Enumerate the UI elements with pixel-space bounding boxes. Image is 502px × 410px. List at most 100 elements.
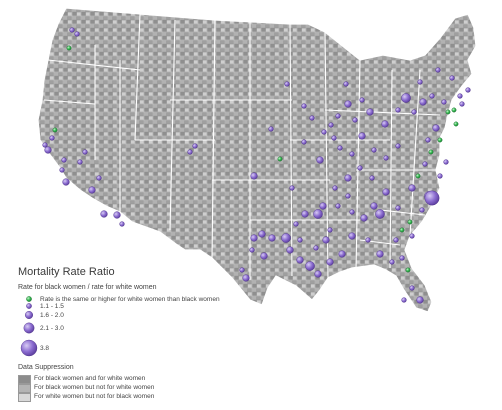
map-bubble-purple — [411, 109, 417, 115]
map-bubble-purple — [393, 237, 399, 243]
map-bubble-purple — [316, 156, 324, 164]
legend-label: 1.6 - 2.0 — [40, 312, 64, 319]
legend-symbol-same-or-higher — [26, 296, 32, 302]
map-bubble-purple — [113, 211, 121, 219]
map-bubble-purple — [449, 75, 455, 81]
map-bubble-purple — [327, 227, 333, 233]
map-bubble-purple — [335, 113, 341, 119]
map-bubble-purple — [417, 79, 423, 85]
map-bubble-purple — [322, 236, 330, 244]
map-bubble-purple — [352, 117, 358, 123]
map-bubble-purple — [258, 230, 266, 238]
map-bubble-purple — [371, 147, 377, 153]
map-bubble-green — [451, 107, 457, 113]
map-bubble-purple — [382, 188, 390, 196]
map-bubble-purple — [293, 221, 299, 227]
map-bubble-purple — [357, 165, 363, 171]
bubble-layer — [42, 27, 471, 304]
legend-symbol-1-6-to-2-0 — [25, 311, 34, 320]
map-bubble-green — [405, 267, 411, 273]
suppression-swatch — [18, 384, 31, 393]
map-bubble-purple — [192, 143, 198, 149]
map-bubble-purple — [416, 296, 424, 304]
suppression-swatch — [18, 375, 31, 384]
map-bubble-purple — [359, 97, 365, 103]
map-bubble-purple — [459, 101, 465, 107]
map-bubble-purple — [343, 81, 349, 87]
map-bubble-purple — [437, 173, 443, 179]
map-bubble-purple — [74, 31, 80, 37]
map-bubble-purple — [301, 103, 307, 109]
map-bubble-purple — [44, 146, 52, 154]
suppression-title: Data Suppression — [18, 364, 74, 371]
map-bubble-purple — [88, 186, 96, 194]
map-bubble-purple — [82, 149, 88, 155]
suppression-label: For white women but not for black women — [34, 393, 155, 400]
map-bubble-purple — [408, 184, 416, 192]
legend-label: 2.1 - 3.0 — [40, 325, 64, 332]
map-bubble-purple — [349, 151, 355, 157]
map-bubble-purple — [395, 107, 401, 113]
legend-label: 3.8 — [40, 345, 50, 352]
map-bubble-purple — [383, 155, 389, 161]
map-bubble-purple — [457, 93, 463, 99]
map-bubble-purple — [250, 172, 258, 180]
map-bubble-purple — [369, 175, 375, 181]
map-bubble-purple — [335, 203, 341, 209]
map-bubble-green — [453, 121, 459, 127]
map-bubble-purple — [77, 159, 83, 165]
map-bubble-purple — [296, 256, 304, 264]
map-bubble-purple — [401, 297, 407, 303]
map-bubble-purple — [370, 202, 378, 210]
legend-symbol-2-1-to-3-0 — [23, 322, 35, 334]
map-bubble-purple — [268, 234, 276, 242]
map-bubble-purple — [309, 115, 315, 121]
map-bubble-green — [52, 127, 58, 133]
legend-symbol-1-1-to-1-5 — [26, 303, 32, 309]
legend-title: Mortality Rate Ratio — [18, 266, 115, 278]
map-bubble-purple — [409, 285, 415, 291]
map-bubble-purple — [376, 250, 384, 258]
map-bubble-purple — [268, 126, 274, 132]
map-bubble-purple — [465, 87, 471, 93]
map-bubble-green — [437, 137, 443, 143]
map-bubble-purple — [297, 237, 303, 243]
map-bubble-purple — [69, 27, 75, 33]
map-bubble-purple — [305, 261, 315, 271]
map-bubble-purple — [399, 255, 405, 261]
map-bubble-purple — [422, 161, 428, 167]
map-bubble-purple — [100, 210, 108, 218]
map-bubble-purple — [419, 98, 427, 106]
legend-symbols — [20, 296, 38, 357]
map-bubble-purple — [389, 259, 395, 265]
state-borders — [43, 13, 441, 280]
us-landmass — [37, 7, 477, 313]
map-bubble-purple — [61, 157, 67, 163]
map-bubble-purple — [409, 233, 415, 239]
suppression-label: For black women and for white women — [34, 375, 146, 382]
map-bubble-green — [415, 173, 421, 179]
map-bubble-purple — [328, 122, 334, 128]
map-bubble-purple — [360, 214, 368, 222]
map-bubble-purple — [432, 124, 440, 132]
legend-symbol-3-8 — [20, 339, 38, 357]
map-bubble-purple — [395, 205, 401, 211]
map-bubble-purple — [242, 274, 250, 282]
map-bubble-purple — [313, 209, 323, 219]
map-bubble-purple — [249, 247, 255, 253]
map-bubble-purple — [42, 142, 48, 148]
map-bubble-purple — [326, 258, 334, 266]
map-bubble-purple — [375, 209, 385, 219]
map-bubble-purple — [284, 81, 290, 87]
legend-label: 1.1 - 1.5 — [40, 303, 64, 310]
suppression-swatch — [18, 393, 31, 402]
map-bubble-purple — [187, 149, 193, 155]
map-bubble-purple — [301, 139, 307, 145]
map-bubble-purple — [337, 145, 343, 151]
map-bubble-purple — [260, 252, 268, 260]
map-bubble-purple — [429, 93, 435, 99]
map-bubble-purple — [49, 135, 55, 141]
map-bubble-purple — [358, 132, 366, 140]
map-bubble-purple — [395, 143, 401, 149]
map-bubble-green — [399, 227, 405, 233]
